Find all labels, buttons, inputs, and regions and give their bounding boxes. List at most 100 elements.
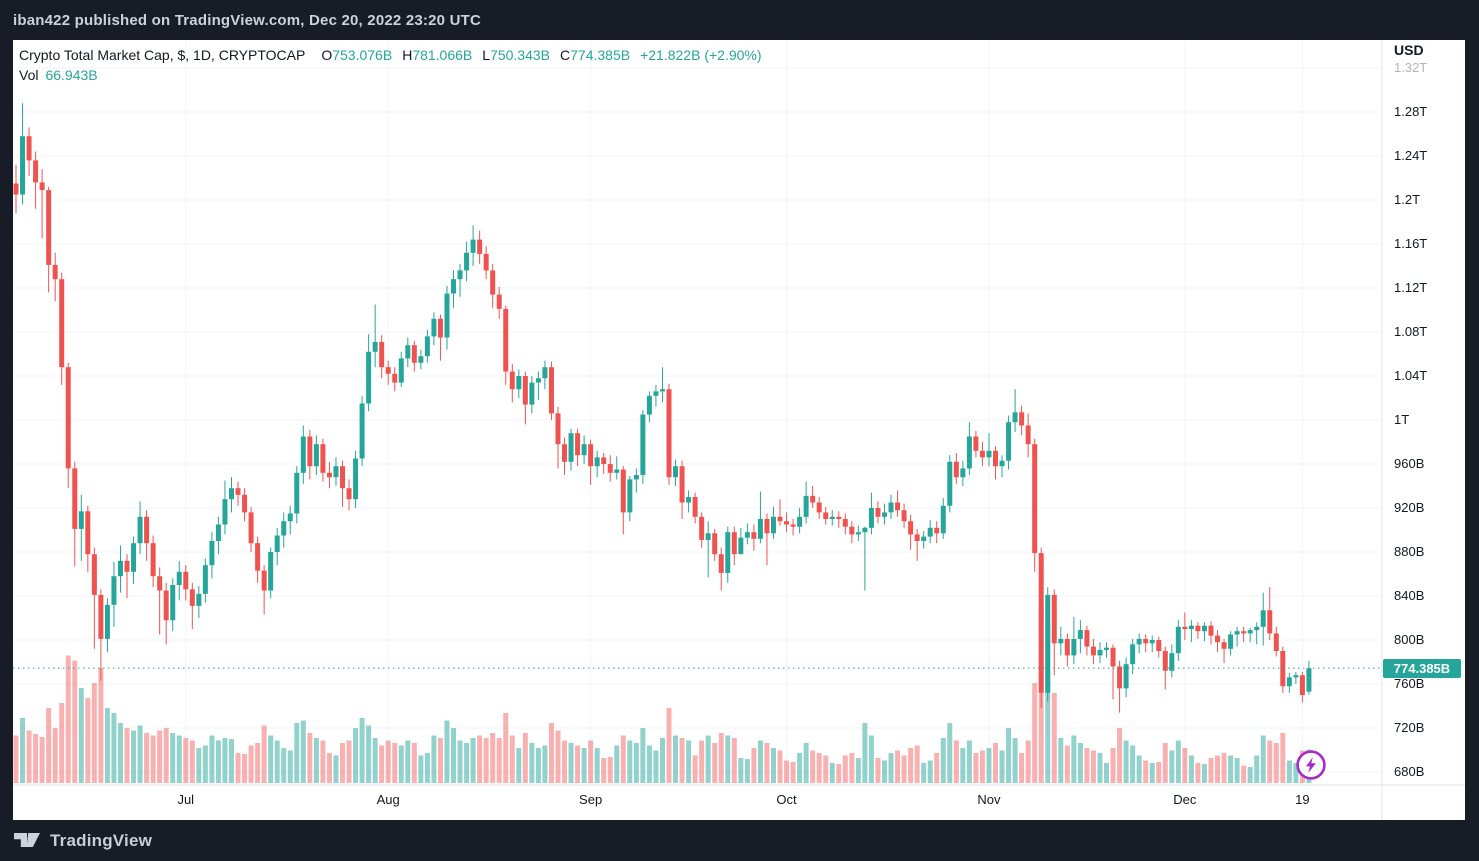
volume-bar: [20, 718, 26, 783]
volume-bar: [960, 748, 966, 783]
volume-bar: [1201, 764, 1207, 783]
candle: [757, 519, 763, 539]
volume-bar: [666, 708, 672, 783]
candle: [973, 436, 979, 451]
volume-bar: [372, 738, 378, 783]
candle: [927, 527, 933, 537]
symbol-title: Crypto Total Market Cap, $, 1D, CRYPTOCA…: [19, 47, 306, 63]
flash-idea-button[interactable]: [1294, 748, 1328, 782]
time-tick-label: Aug: [376, 792, 400, 807]
currency-label: USD: [1394, 42, 1424, 58]
volume-bar: [72, 660, 78, 783]
candle: [26, 136, 32, 161]
volume-bar: [261, 725, 267, 783]
volume-bar: [1175, 740, 1181, 783]
candle: [326, 472, 332, 478]
volume-bar: [673, 735, 679, 783]
legend-volume-row: Vol 66.943B: [19, 65, 762, 85]
volume-bar: [1247, 767, 1253, 783]
volume-bar: [1051, 693, 1057, 783]
candle: [1267, 610, 1273, 634]
volume-bar: [346, 740, 352, 783]
candle: [1182, 626, 1188, 629]
volume-bar: [1077, 743, 1083, 783]
candle: [392, 373, 398, 383]
brand-wordmark[interactable]: TradingView: [50, 830, 153, 850]
volume-bar: [131, 730, 137, 783]
candle: [1117, 666, 1123, 689]
volume-bar: [751, 748, 757, 783]
candle: [784, 521, 790, 525]
candle: [385, 367, 391, 374]
published-banner: iban422 published on TradingView.com, De…: [0, 0, 1479, 40]
candle: [379, 341, 385, 368]
candle: [98, 594, 104, 639]
candle: [1221, 642, 1227, 649]
volume-bar: [503, 713, 509, 783]
volume-bar: [405, 740, 411, 783]
volume-bar: [59, 703, 65, 783]
volume-bar: [816, 753, 822, 783]
volume-bar: [1254, 755, 1260, 783]
volume-bar: [78, 688, 84, 783]
volume-bar: [1286, 760, 1292, 783]
candle: [274, 535, 280, 552]
volume-bar: [555, 730, 561, 783]
candle: [65, 367, 71, 469]
candle: [679, 466, 685, 503]
volume-bar: [966, 740, 972, 783]
volume-bar: [470, 738, 476, 783]
candle: [1241, 631, 1247, 634]
volume-bar: [464, 743, 470, 783]
candle: [646, 395, 652, 415]
volume-bar: [176, 735, 182, 783]
brand-icon[interactable]: [13, 832, 41, 849]
volume-bar: [921, 763, 927, 783]
candle: [496, 294, 502, 309]
candle: [372, 341, 378, 352]
volume-bar: [1084, 748, 1090, 783]
volume-bar: [875, 758, 881, 783]
volume-bar: [189, 740, 195, 783]
volume-bar: [52, 728, 58, 783]
volume-bar: [908, 748, 914, 783]
volume-bar: [1188, 755, 1194, 783]
candle: [228, 488, 234, 500]
volume-bar: [940, 738, 946, 783]
candle: [1156, 640, 1162, 651]
candle: [1110, 647, 1116, 667]
candle: [849, 526, 855, 535]
volume-bar: [1195, 763, 1201, 783]
open-label: O: [321, 47, 333, 63]
candle: [653, 391, 659, 396]
low-label: L: [482, 47, 491, 63]
volume-bar: [1090, 750, 1096, 783]
candle: [1143, 638, 1149, 644]
candle: [810, 495, 816, 503]
volume-bar: [1045, 623, 1051, 783]
volume-bar: [424, 753, 430, 783]
candle: [953, 461, 959, 478]
volume-bar: [1215, 755, 1221, 783]
candle: [993, 450, 998, 467]
volume-bar: [1169, 750, 1175, 783]
candle: [914, 534, 920, 541]
candle: [333, 466, 339, 478]
candle: [509, 371, 515, 390]
volume-bar: [353, 728, 359, 783]
volume-bar: [705, 735, 711, 783]
price-tick-label: 1.32T: [1394, 60, 1428, 75]
volume-bar: [202, 745, 208, 783]
volume-bar: [620, 735, 626, 783]
volume-bar: [1228, 755, 1234, 783]
volume-bar: [1019, 753, 1025, 783]
volume-bar: [627, 740, 633, 783]
volume-bar: [392, 743, 398, 783]
candle: [209, 541, 215, 566]
candle: [725, 532, 731, 573]
candle: [490, 270, 496, 295]
volume-bar: [522, 733, 528, 783]
candle: [117, 560, 123, 577]
candle: [85, 511, 91, 555]
